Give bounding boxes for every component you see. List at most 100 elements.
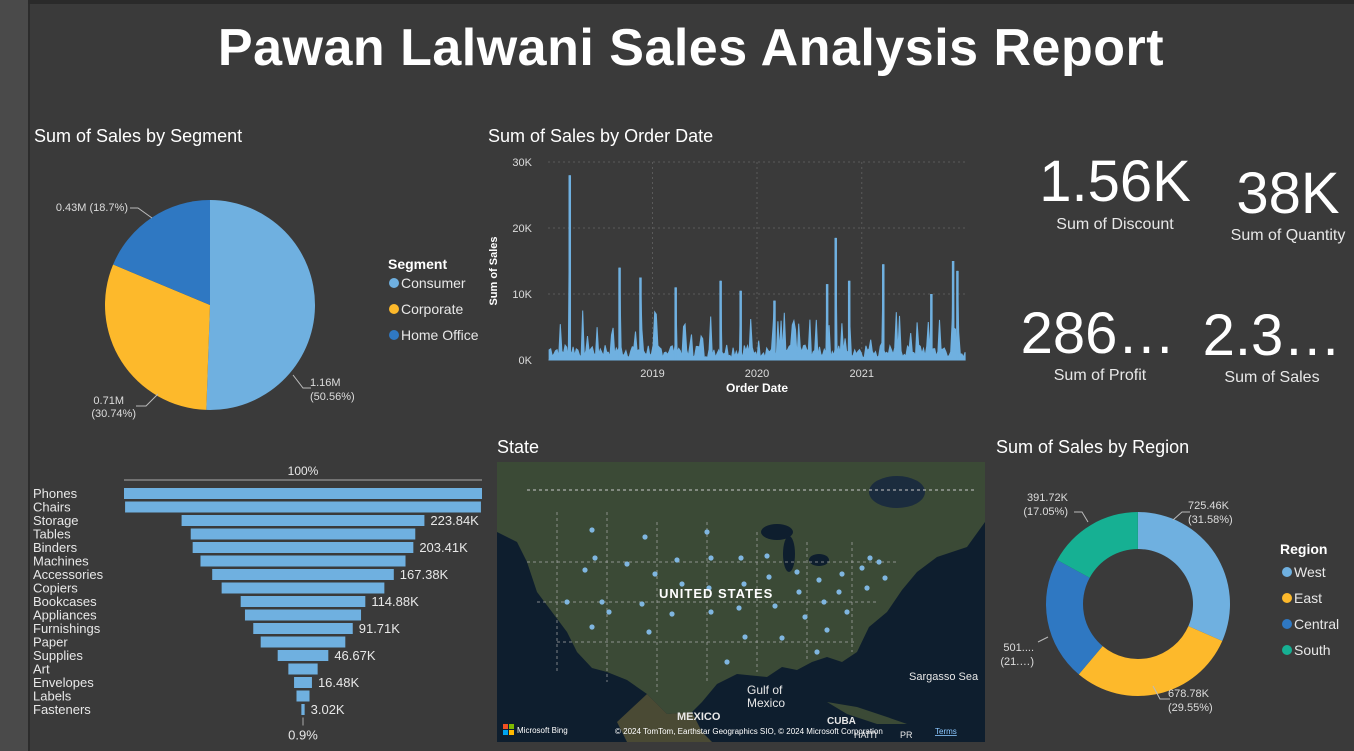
legend-item-home-office[interactable]: Home Office: [401, 327, 479, 343]
legend-item-west[interactable]: West: [1294, 564, 1326, 580]
funnel-bar-binders[interactable]: [192, 542, 414, 553]
map-state-point[interactable]: [882, 575, 888, 581]
map-state-point[interactable]: [599, 599, 605, 605]
funnel-bar-copiers[interactable]: [221, 582, 385, 594]
map-state-point[interactable]: [642, 534, 648, 540]
map-state-point[interactable]: [606, 609, 612, 615]
region-chart-title: Sum of Sales by Region: [996, 437, 1190, 457]
map-state-point[interactable]: [859, 565, 865, 571]
funnel-bar-paper[interactable]: [260, 636, 346, 648]
map-state-point[interactable]: [704, 529, 710, 535]
funnel-bar-machines[interactable]: [200, 555, 406, 567]
donut-leader-line: [1152, 685, 1170, 700]
funnel-bar-fasteners[interactable]: [301, 704, 305, 715]
funnel-bar-envelopes[interactable]: [294, 677, 312, 688]
map-state-point[interactable]: [814, 649, 820, 655]
pie-slice-consumer[interactable]: [206, 200, 316, 410]
donut-data-label: (17.05%): [1023, 506, 1068, 518]
donut-slice-south[interactable]: [1057, 512, 1138, 578]
map-state-point[interactable]: [802, 614, 808, 620]
map-state-point[interactable]: [589, 527, 595, 533]
map-state-point[interactable]: [779, 635, 785, 641]
funnel-top-label: 100%: [288, 464, 319, 478]
funnel-bar-supplies[interactable]: [277, 650, 329, 661]
map-state-point[interactable]: [679, 581, 685, 587]
y-axis-label: Sum of Sales: [488, 236, 500, 305]
map-state-point[interactable]: [742, 634, 748, 640]
map-state-point[interactable]: [708, 555, 714, 561]
y-tick-label: 0K: [519, 355, 533, 367]
map-state-point[interactable]: [864, 585, 870, 591]
map-state-point[interactable]: [772, 603, 778, 609]
map-state-point[interactable]: [708, 609, 714, 615]
funnel-value-label: 16.48K: [318, 675, 360, 690]
map-terms-link[interactable]: Terms: [935, 727, 957, 736]
map-state-point[interactable]: [821, 599, 827, 605]
funnel-value-label: 203.41K: [419, 540, 468, 555]
funnel-value-label: 46.67K: [334, 648, 376, 663]
map-state-point[interactable]: [844, 609, 850, 615]
map-state-point[interactable]: [876, 559, 882, 565]
map-state-point[interactable]: [646, 629, 652, 635]
donut-data-label: 391.72K: [1027, 492, 1069, 504]
map-state-point[interactable]: [736, 605, 742, 611]
map-state-point[interactable]: [582, 567, 588, 573]
donut-slice-central[interactable]: [1046, 560, 1103, 675]
funnel-bar-phones[interactable]: [124, 488, 482, 499]
map-state-point[interactable]: [669, 611, 675, 617]
funnel-category-label: Chairs: [33, 500, 71, 515]
donut-data-label: 725.46K: [1188, 500, 1230, 512]
map-state-point[interactable]: [589, 624, 595, 630]
funnel-bar-storage[interactable]: [181, 515, 425, 526]
map-state-point[interactable]: [836, 589, 842, 595]
funnel-category-label: Accessories: [33, 567, 104, 582]
map-state-point[interactable]: [741, 581, 747, 587]
legend-item-corporate[interactable]: Corporate: [401, 301, 463, 317]
x-tick-label: 2021: [850, 368, 874, 380]
map-state-borders: [527, 512, 897, 692]
legend-item-central[interactable]: Central: [1294, 616, 1339, 632]
legend-item-south[interactable]: South: [1294, 642, 1331, 658]
funnel-bar-tables[interactable]: [190, 528, 416, 540]
map-state-point[interactable]: [738, 555, 744, 561]
legend-marker: [389, 330, 399, 340]
order-date-line-chart[interactable]: 0K 10K 20K 30K 2019 2020 2021 Order Date Sum of …: [480, 150, 980, 400]
funnel-bar-appliances[interactable]: [244, 609, 362, 621]
map-state-point[interactable]: [867, 555, 873, 561]
donut-slice-east[interactable]: [1078, 626, 1223, 696]
map-lake-huron: [809, 554, 829, 566]
map-label-sargasso: Sargasso Sea: [909, 671, 979, 683]
map-state-point[interactable]: [564, 599, 570, 605]
map-state-point[interactable]: [639, 601, 645, 607]
map-state-point[interactable]: [824, 627, 830, 633]
funnel-bar-bookcases[interactable]: [240, 596, 366, 607]
funnel-category-label: Phones: [33, 486, 78, 501]
map-state-point[interactable]: [794, 569, 800, 575]
map-state-point[interactable]: [674, 557, 680, 563]
map-state-point[interactable]: [706, 585, 712, 591]
funnel-bar-labels[interactable]: [296, 690, 310, 702]
pie-slice-corporate[interactable]: [105, 264, 210, 410]
legend-item-east[interactable]: East: [1294, 590, 1322, 606]
map-state-point[interactable]: [796, 589, 802, 595]
donut-slice-west[interactable]: [1138, 512, 1230, 641]
state-map[interactable]: UNITED STATES MEXICO Gulf of Mexico Sarg…: [497, 462, 985, 742]
map-state-point[interactable]: [652, 571, 658, 577]
map-state-point[interactable]: [724, 659, 730, 665]
funnel-bar-art[interactable]: [288, 663, 318, 675]
pie-slice-home-office[interactable]: [113, 200, 210, 305]
map-state-point[interactable]: [592, 555, 598, 561]
legend-item-consumer[interactable]: Consumer: [401, 275, 466, 291]
map-state-point[interactable]: [624, 561, 630, 567]
map-state-point[interactable]: [816, 577, 822, 583]
funnel-bar-chairs[interactable]: [125, 501, 481, 513]
funnel-bar-accessories[interactable]: [212, 569, 394, 580]
map-state-point[interactable]: [839, 571, 845, 577]
region-donut-chart[interactable]: 725.46K (31.58%) 678.78K (29.55%) 501.... (21…: [990, 462, 1354, 747]
funnel-bar-furnishings[interactable]: [253, 623, 353, 634]
map-land-north-america: [497, 462, 985, 714]
map-state-point[interactable]: [764, 553, 770, 559]
map-state-point[interactable]: [766, 574, 772, 580]
segment-pie-chart[interactable]: 1.16M (50.56%) 0.71M(30.74%) 0.43M (18.7%) S…: [28, 150, 498, 440]
